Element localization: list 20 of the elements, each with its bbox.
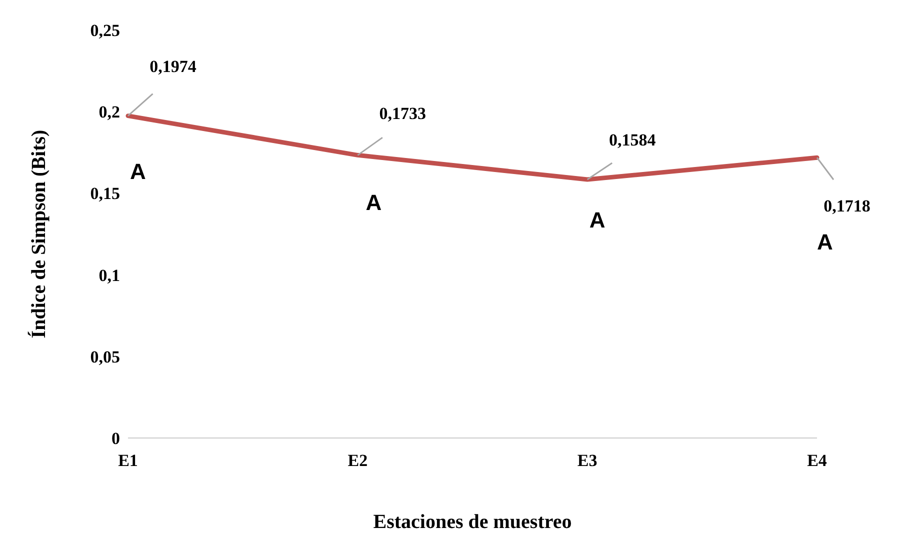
y-tick-label: 0,05 [90, 347, 120, 366]
data-label: 0,1584 [608, 130, 656, 150]
x-tick-label: E2 [348, 451, 368, 470]
y-tick-label: 0,15 [90, 184, 120, 204]
text: A [817, 230, 834, 255]
y-tick-label: 0,2 [98, 102, 120, 122]
x-tick-label: E1 [118, 451, 138, 470]
data-label: 0,1733 [379, 104, 426, 124]
annotation: A [589, 207, 606, 232]
x-axis-title: Estaciones de muestreo [373, 511, 572, 533]
x-tick-label: E3 [577, 451, 598, 470]
y-tick-label: 0,1 [98, 266, 120, 285]
data-label: 0,1718 [824, 196, 870, 216]
y-axis-title: Índice de Simpson (Bits) [27, 130, 50, 338]
data-label: 0,1974 [150, 56, 197, 76]
y-tick-label: 0,25 [90, 21, 120, 40]
annotation: A [366, 190, 382, 216]
y-tick-label: 0 [112, 429, 120, 448]
annotation: A [130, 158, 146, 184]
x-tick-label: E4 [807, 451, 828, 470]
